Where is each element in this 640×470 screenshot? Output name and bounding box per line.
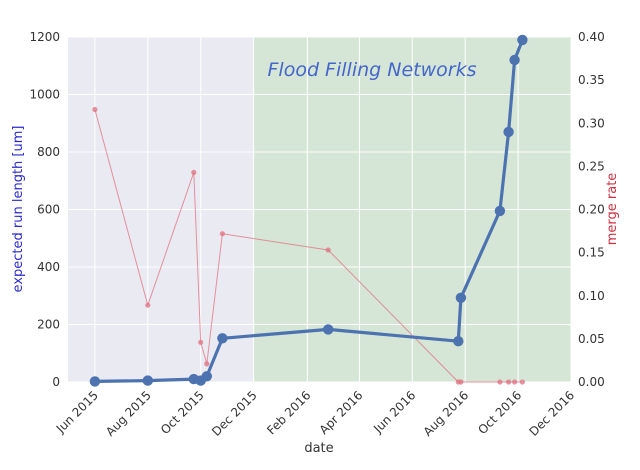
merge-rate-point xyxy=(145,302,151,308)
run-length-point xyxy=(509,54,520,66)
merge-rate-point xyxy=(458,379,464,385)
run-length-point xyxy=(323,324,334,335)
y-left-tick-label: 1000 xyxy=(29,88,60,102)
y-right-tick-label: 0.05 xyxy=(578,332,605,346)
run-length-point xyxy=(503,126,514,138)
merge-rate-point xyxy=(506,379,512,385)
run-length-point xyxy=(517,34,528,46)
x-tick-label: Aug 2016 xyxy=(421,388,472,439)
merge-rate-point xyxy=(497,379,503,385)
y-right-tick-label: 0.10 xyxy=(578,289,605,303)
run-length-point xyxy=(455,292,467,303)
series-markers xyxy=(89,34,528,387)
y-left-tick-label: 800 xyxy=(37,145,60,159)
y-right-tick-label: 0.20 xyxy=(578,203,605,217)
x-tick-label: Dec 2015 xyxy=(209,388,260,439)
y-right-axis-title: merge rate xyxy=(605,173,620,246)
run-length-point xyxy=(453,336,464,347)
merge-rate-point xyxy=(191,169,197,175)
y-left-tick-label: 200 xyxy=(37,318,60,332)
y-left-tick-label: 600 xyxy=(37,203,60,217)
merge-rate-point xyxy=(325,247,331,253)
x-axis-title: date xyxy=(304,441,333,456)
x-tick-label: Oct 2016 xyxy=(475,388,524,437)
merge-rate-point xyxy=(204,361,210,367)
x-tick-label: Dec 2016 xyxy=(527,388,578,439)
x-tick-label: Oct 2015 xyxy=(158,388,207,437)
x-tick-label: Feb 2016 xyxy=(264,388,313,437)
y-right-tick-label: 0.15 xyxy=(578,246,605,260)
y-left-tick-labels: 0 200 400 600 800 1000 1200 xyxy=(29,30,60,389)
run-length-point xyxy=(494,205,506,217)
merge-rate-point xyxy=(519,379,526,385)
x-tick-labels: Jun 2015 Aug 2015 Oct 2015 Dec 2015 Feb 2016… xyxy=(53,388,577,439)
y-right-tick-label: 0.25 xyxy=(578,159,605,173)
x-tick-label: Jun 2016 xyxy=(370,388,418,436)
y-right-tick-label: 0.00 xyxy=(578,375,605,389)
y-left-tick-label: 400 xyxy=(37,260,60,274)
y-right-tick-label: 0.35 xyxy=(578,73,605,87)
chart-annotation: Flood Filling Networks xyxy=(268,59,477,81)
run-length-point xyxy=(89,376,101,387)
merge-rate-point xyxy=(198,339,204,345)
merge-rate-point xyxy=(219,231,225,237)
merge-rate-point xyxy=(511,379,518,385)
x-tick-label: Jun 2015 xyxy=(53,388,101,436)
merge-rate-point xyxy=(92,106,98,113)
x-tick-label: Aug 2015 xyxy=(103,388,154,439)
y-right-tick-labels: 0.00 0.05 0.10 0.15 0.20 0.25 0.30 0.35 0.40 xyxy=(578,30,605,389)
run-length-point xyxy=(142,375,153,386)
x-tick-label: Apr 2016 xyxy=(317,388,366,437)
y-right-tick-label: 0.40 xyxy=(578,30,605,44)
y-left-axis-title: expected run length [um] xyxy=(11,126,26,293)
y-left-tick-label: 0 xyxy=(52,375,60,389)
run-length-point xyxy=(217,333,228,344)
y-right-tick-label: 0.30 xyxy=(578,116,605,130)
run-length-point xyxy=(201,371,212,382)
y-left-tick-label: 1200 xyxy=(29,30,60,44)
grid xyxy=(68,36,572,383)
